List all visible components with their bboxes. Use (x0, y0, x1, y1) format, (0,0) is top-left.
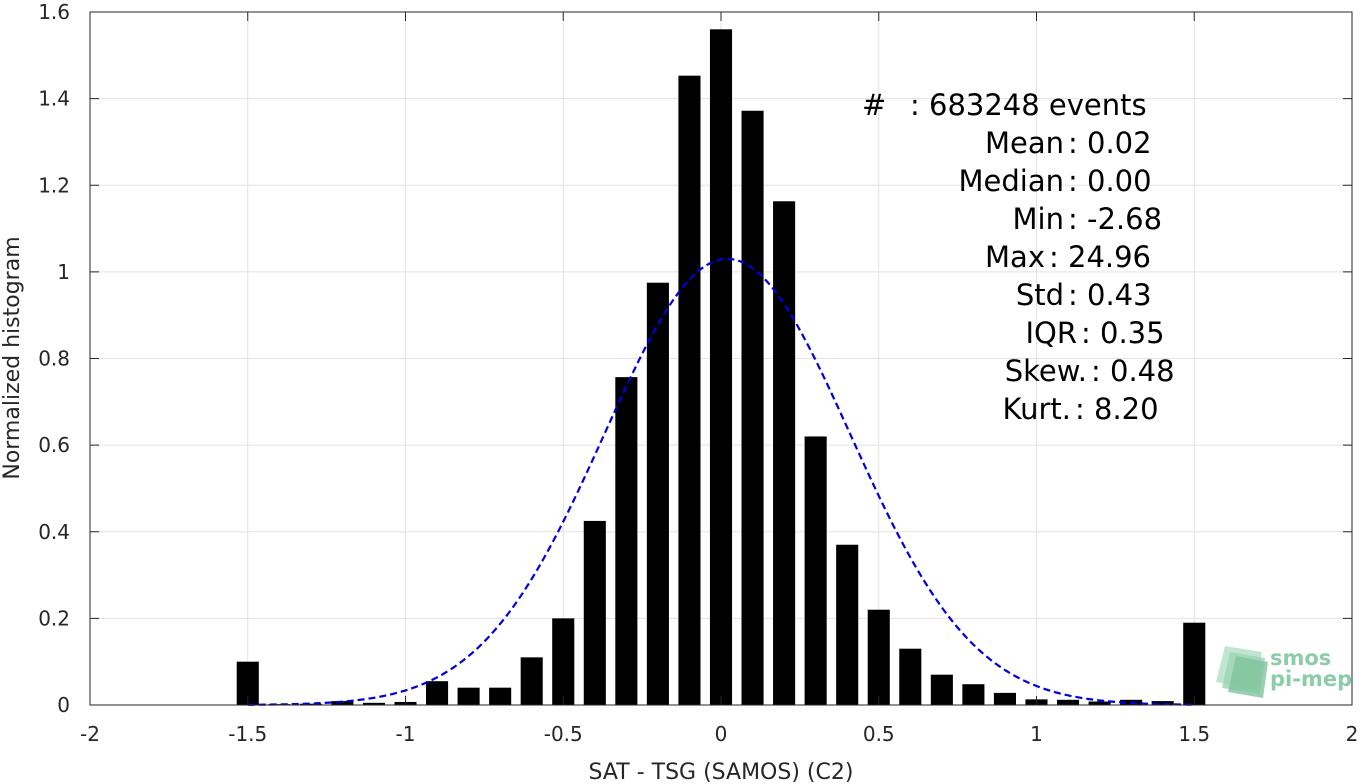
y-tick-label: 1.2 (38, 173, 70, 197)
histogram-bar (331, 701, 354, 705)
y-axis-label: Normalized histogram (0, 236, 25, 479)
histogram-bar (836, 544, 859, 705)
x-tick-label: 2 (1346, 722, 1359, 746)
stats-label: IQR (1025, 316, 1077, 350)
y-tick-label: 0.2 (38, 606, 70, 630)
y-ticks: 0 0.2 0.4 0.6 0.8 1 1.2 1.4 1.6 (38, 0, 1352, 717)
histogram-bar (426, 681, 449, 705)
x-tick-label: 0.5 (863, 722, 895, 746)
stats-row: Skew.: 0.48 (1005, 354, 1175, 388)
x-tick-label: -1 (396, 722, 416, 746)
histogram-bar (678, 75, 701, 705)
histogram-bar (236, 661, 259, 705)
stats-value: : 0.00 (1068, 164, 1152, 198)
x-ticks: -2 -1.5 -1 -0.5 0 0.5 1 1.5 2 (80, 12, 1358, 746)
histogram-bar (741, 110, 764, 705)
stats-row: Max: 24.96 (985, 240, 1151, 274)
histogram-bar (867, 609, 890, 705)
x-tick-label: -0.5 (544, 722, 583, 746)
histogram-bar (1088, 701, 1111, 705)
x-axis-label: SAT - TSG (SAMOS) (C2) (589, 760, 854, 784)
bars (236, 29, 1206, 705)
y-tick-label: 1.4 (38, 87, 70, 111)
stats-row: Min: -2.68 (1013, 202, 1163, 236)
histogram-bar (993, 692, 1016, 705)
stats-value: : 24.96 (1049, 240, 1151, 274)
stats-value: : 8.20 (1075, 392, 1159, 426)
stats-row: IQR: 0.35 (1025, 316, 1164, 350)
histogram-bar (709, 29, 733, 705)
histogram-bar (583, 520, 606, 705)
stats-label: Std (1016, 278, 1064, 312)
stats-label: Max (985, 240, 1045, 274)
logo-icon (1216, 646, 1268, 698)
smos-pi-mep-logo: smos pi-mep (1216, 646, 1352, 698)
stats-value: : 0.48 (1091, 354, 1175, 388)
y-tick-label: 0.8 (38, 347, 70, 371)
histogram-bar (646, 282, 669, 705)
histogram-bar (899, 648, 922, 705)
y-tick-label: 0.6 (38, 433, 70, 457)
stats-row: Median: 0.00 (959, 164, 1152, 198)
histogram-bar (962, 684, 985, 705)
stats-row: # : 683248 events (862, 88, 1147, 122)
stats-value: : 0.02 (1068, 126, 1152, 160)
histogram-bar (930, 674, 953, 705)
stats-label: Skew. (1005, 354, 1087, 388)
histogram-bar (804, 436, 827, 705)
stats-label: # (862, 88, 886, 122)
x-tick-label: 1.5 (1178, 722, 1210, 746)
stats-label: Kurt. (1003, 392, 1071, 426)
stats-value: : 0.43 (1068, 278, 1152, 312)
histogram-bar (489, 687, 512, 705)
histogram-bar (299, 703, 322, 705)
stats-value: : 683248 events (910, 88, 1147, 122)
stats-label: Mean (985, 126, 1064, 160)
y-tick-label: 0.4 (38, 520, 70, 544)
x-tick-label: 1 (1030, 722, 1043, 746)
logo-line2: pi-mep (1270, 667, 1352, 691)
stats-label: Min (1013, 202, 1064, 236)
histogram-bar (457, 687, 480, 705)
histogram-bar (520, 657, 543, 705)
histogram-bar (615, 377, 638, 705)
histogram-bar (1057, 699, 1080, 705)
stats-value: : 0.35 (1081, 316, 1165, 350)
x-tick-label: -1.5 (228, 722, 267, 746)
stats-label: Median (959, 164, 1064, 198)
x-tick-label: 0 (715, 722, 728, 746)
y-tick-label: 1.6 (38, 0, 70, 24)
y-tick-label: 0 (57, 693, 70, 717)
histogram-bar (552, 618, 575, 705)
histogram-bar (1183, 622, 1206, 705)
histogram-bar (362, 702, 385, 705)
fit-curve (247, 257, 1195, 706)
stats-row: Mean: 0.02 (985, 126, 1152, 160)
y-tick-label: 1 (57, 260, 70, 284)
histogram-bar (773, 201, 796, 705)
x-tick-label: -2 (80, 722, 100, 746)
logo-line1: smos (1270, 646, 1331, 670)
stats-row: Std: 0.43 (1016, 278, 1152, 312)
histogram-bar (1151, 701, 1174, 705)
stats-row: Kurt.: 8.20 (1003, 392, 1159, 426)
stats-value: : -2.68 (1068, 202, 1162, 236)
